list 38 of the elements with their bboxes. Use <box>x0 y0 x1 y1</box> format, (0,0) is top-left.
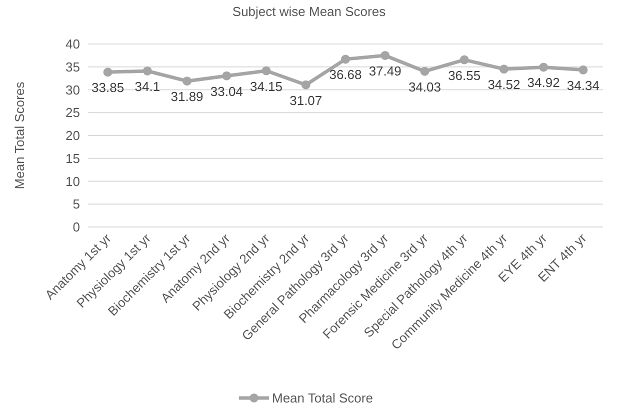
data-label: 34.15 <box>250 78 283 94</box>
data-label: 34.1 <box>134 78 160 94</box>
data-label: 36.55 <box>448 68 481 83</box>
y-tick-label: 25 <box>66 105 80 120</box>
y-tick-label: 40 <box>66 36 80 52</box>
y-tick-label: 0 <box>72 220 80 235</box>
point <box>420 66 430 76</box>
y-axis-title: Mean Total Scores <box>12 81 27 190</box>
point <box>182 76 192 86</box>
data-label: 33.85 <box>92 80 124 96</box>
data-label: 31.07 <box>290 92 322 108</box>
data-label: 34.34 <box>566 78 600 93</box>
y-tick-label: 5 <box>72 196 80 212</box>
point <box>578 65 588 74</box>
y-tick-label: 10 <box>66 174 80 189</box>
point <box>499 64 508 74</box>
data-label: 36.68 <box>329 67 362 82</box>
point <box>262 66 271 76</box>
y-tick-label: 30 <box>66 82 80 98</box>
y-tick-label: 35 <box>66 59 80 74</box>
data-label: 31.89 <box>170 89 204 104</box>
y-tick-label: 20 <box>66 128 80 144</box>
point <box>460 55 469 64</box>
data-label: 37.49 <box>368 63 402 78</box>
point <box>341 54 350 64</box>
point <box>103 68 112 77</box>
data-label: 34.92 <box>527 75 560 90</box>
point <box>539 62 548 72</box>
point <box>380 50 390 60</box>
legend-label: Mean Total Score <box>272 390 373 406</box>
point <box>222 71 232 80</box>
point <box>142 66 152 76</box>
data-label: 34.52 <box>488 77 520 92</box>
point <box>301 80 310 90</box>
y-tick-label: 15 <box>66 150 80 166</box>
chart-title: Subject wise Mean Scores <box>232 4 386 19</box>
data-label: 33.04 <box>210 84 243 99</box>
data-label: 34.03 <box>408 79 442 94</box>
